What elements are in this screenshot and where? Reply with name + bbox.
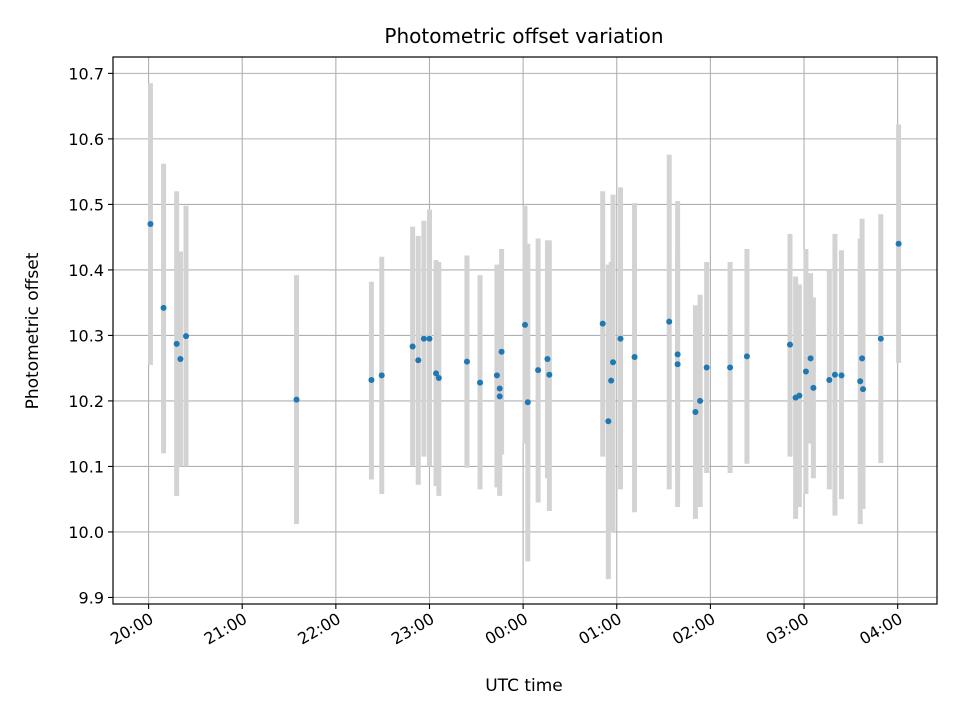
data-point (378, 372, 385, 379)
data-point (743, 353, 750, 360)
data-point (666, 318, 673, 325)
data-point (183, 333, 190, 340)
data-point (605, 418, 612, 425)
data-point (802, 368, 809, 375)
data-point (610, 359, 617, 366)
data-point (496, 385, 503, 392)
data-point (477, 379, 484, 386)
y-tick-label: 10.4 (68, 261, 104, 280)
data-point (826, 376, 833, 383)
y-tick-label: 10.3 (68, 326, 104, 345)
data-point (796, 392, 803, 399)
data-point (147, 221, 154, 228)
data-point (599, 320, 606, 327)
data-point (857, 378, 864, 385)
data-point (703, 364, 710, 371)
data-point (697, 397, 704, 404)
data-point (433, 370, 440, 377)
x-axis-label: UTC time (485, 676, 563, 696)
data-point (535, 367, 542, 374)
y-tick-label: 10.5 (68, 195, 104, 214)
data-point (493, 372, 500, 379)
plot-frame (112, 56, 938, 605)
data-point (435, 374, 442, 381)
data-point (173, 340, 180, 347)
data-point (608, 377, 615, 384)
data-point (498, 348, 505, 355)
data-point (727, 364, 734, 371)
chart-title: Photometric offset variation (384, 24, 663, 48)
data-point (415, 357, 422, 364)
data-point (420, 335, 427, 342)
data-point (860, 386, 867, 393)
y-axis-label: Photometric offset (23, 252, 43, 409)
data-point (859, 355, 866, 362)
data-point (160, 304, 167, 311)
data-point (496, 393, 503, 400)
data-point (544, 355, 551, 362)
data-points (147, 221, 902, 425)
data-point (177, 355, 184, 362)
data-point (631, 354, 638, 361)
y-tick-label: 9.9 (79, 588, 104, 607)
data-point (426, 335, 433, 342)
data-point (692, 409, 699, 416)
data-point (463, 358, 470, 365)
y-tick-label: 10.1 (68, 457, 104, 476)
y-axis: 9.9 10.0 10.1 10.2 10.3 10.4 10.5 10.6 10.7 (68, 64, 113, 607)
data-point (810, 384, 817, 391)
data-point (807, 355, 814, 362)
data-point (617, 335, 624, 342)
data-point (895, 240, 902, 247)
data-point (293, 396, 300, 403)
data-point (838, 372, 845, 379)
y-tick-label: 10.0 (68, 523, 104, 542)
data-point (522, 321, 528, 328)
data-point (546, 371, 553, 378)
y-tick-label: 10.7 (68, 64, 104, 83)
y-tick-label: 10.2 (68, 392, 104, 411)
data-point (674, 361, 681, 368)
data-point (674, 351, 681, 358)
data-point (409, 343, 416, 350)
y-tick-label: 10.6 (68, 130, 104, 149)
data-point (368, 376, 375, 383)
data-point (877, 335, 884, 342)
data-point (831, 371, 838, 378)
data-point (786, 341, 793, 348)
data-point (524, 399, 531, 406)
